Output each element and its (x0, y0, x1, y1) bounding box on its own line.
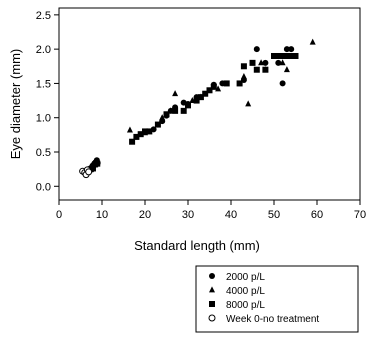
data-point (210, 83, 217, 90)
y-tick-label: 2.5 (36, 10, 51, 22)
data-point (283, 66, 290, 73)
data-point (258, 59, 265, 66)
data-point (245, 100, 252, 107)
data-point (309, 38, 316, 45)
legend-marker (209, 301, 215, 307)
data-point (85, 168, 93, 176)
x-tick-label: 70 (354, 209, 366, 221)
data-point (262, 66, 269, 73)
legend-label: 8000 p/L (226, 300, 265, 311)
x-tick-label: 40 (225, 209, 237, 221)
data-point (240, 63, 247, 70)
x-tick-label: 0 (56, 209, 62, 221)
data-point (275, 59, 282, 66)
data-point (292, 53, 299, 59)
data-point (126, 126, 133, 133)
data-point (202, 90, 209, 97)
data-point (253, 66, 260, 73)
data-point (180, 107, 187, 114)
data-point (223, 80, 230, 87)
legend-box (195, 265, 359, 333)
data-point (137, 131, 144, 138)
y-tick-label: 0.5 (36, 147, 51, 159)
data-point (275, 53, 282, 59)
x-tick-label: 50 (268, 209, 280, 221)
data-point (133, 133, 140, 140)
data-point (94, 160, 101, 167)
data-point (163, 111, 170, 118)
data-point (262, 59, 269, 66)
y-tick-label: 1.0 (36, 113, 51, 125)
y-tick-label: 0.0 (36, 181, 51, 193)
legend-marker (209, 273, 215, 279)
data-point (154, 121, 161, 128)
data-point (253, 46, 260, 53)
legend-label: Week 0-no treatment (226, 314, 319, 325)
data-point (172, 90, 179, 97)
legend-marker (209, 286, 215, 293)
legend: 2000 p/L 4000 p/L 8000 p/L Week 0-no treatm… (195, 265, 359, 333)
x-tick-label: 10 (96, 209, 108, 221)
y-tick-label: 1.5 (36, 78, 51, 90)
data-point (206, 87, 213, 94)
data-point (236, 80, 243, 87)
data-point (283, 53, 290, 59)
data-point (279, 59, 286, 66)
x-axis-title: Standard length (mm) (134, 238, 260, 253)
data-point (193, 97, 200, 104)
data-point (172, 107, 179, 114)
data-point (288, 46, 295, 53)
plot-area (58, 7, 361, 201)
data-point (129, 138, 136, 145)
data-point (288, 53, 295, 59)
y-tick-label: 2.0 (36, 44, 51, 56)
x-tick-label: 30 (182, 209, 194, 221)
data-point (89, 165, 96, 172)
data-point (142, 128, 148, 135)
legend-label: 4000 p/L (226, 286, 265, 297)
data-point (197, 94, 204, 101)
legend-label: 2000 p/L (226, 272, 265, 283)
y-axis-title: Eye diameter (mm) (8, 49, 23, 160)
data-point (279, 53, 286, 59)
x-tick-label: 20 (139, 209, 151, 221)
data-point (271, 53, 277, 59)
data-point (185, 102, 191, 109)
x-tick-label: 60 (311, 209, 323, 221)
legend-marker (208, 314, 216, 322)
data-point (159, 114, 166, 121)
data-point (283, 46, 290, 53)
data-point (146, 128, 153, 135)
data-point (279, 80, 286, 87)
data-point (240, 72, 247, 79)
data-point (249, 59, 256, 66)
